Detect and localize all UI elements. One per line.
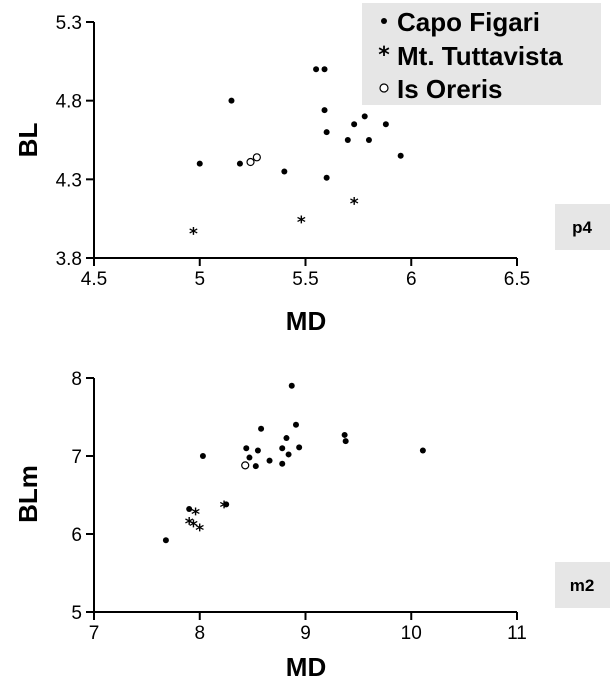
p4-x-tick-label: 6.5 (504, 269, 530, 290)
p4-point-capo-figari (236, 160, 243, 167)
p4-point-capo-figari (344, 137, 351, 143)
m2-point-mt-tuttavista: * (185, 515, 194, 535)
m2-x-tick-label: 7 (89, 623, 100, 644)
panel-p4: 4.5 5 5.5 6 6.5 3.8 4.3 4.8 5.3 MD BL p4 * * * (13, 13, 610, 336)
m2-x-axis-title: MD (286, 652, 326, 679)
p4-x-tick-label: 6 (406, 269, 417, 290)
legend: Capo Figari * Mt. Tuttavista Is Oreris (362, 3, 601, 105)
m2-x-tick-label: 10 (401, 623, 422, 644)
m2-point-capo-figari (279, 445, 286, 452)
p4-point-mt-tuttavista: * (350, 194, 359, 214)
m2-point-capo-figari (246, 454, 253, 461)
m2-y-tick-label: 7 (71, 447, 82, 468)
m2-point-capo-figari (342, 438, 349, 445)
m2-point-capo-figari (296, 444, 303, 451)
p4-point-capo-figari (397, 152, 404, 159)
m2-y-tick-label: 6 (71, 525, 82, 546)
m2-point-capo-figari (419, 447, 426, 454)
p4-y-tick-label: 4.8 (56, 92, 82, 113)
p4-point-capo-figari (351, 121, 358, 128)
m2-point-capo-figari (252, 463, 259, 470)
p4-point-capo-figari (361, 113, 368, 120)
m2-point-capo-figari (279, 460, 286, 467)
p4-point-capo-figari (382, 121, 389, 128)
m2-x-tick-label: 11 (507, 623, 527, 644)
p4-y-axis-title: BL (13, 123, 43, 158)
p4-panel-tag: p4 (572, 218, 592, 237)
m2-point-capo-figari (162, 537, 169, 544)
m2-point-capo-figari (285, 451, 292, 458)
p4-x-axis-title: MD (286, 306, 326, 336)
p4-point-capo-figari (281, 168, 288, 175)
m2-panel-tag: m2 (570, 576, 595, 595)
m2-point-capo-figari (186, 506, 193, 513)
p4-point-is-oreris (252, 153, 261, 162)
p4-point-mt-tuttavista: * (189, 224, 198, 244)
m2-point-mt-tuttavista: * (220, 498, 229, 518)
p4-panel-tag-box (555, 204, 610, 250)
p4-y-tick-label: 5.3 (56, 13, 82, 34)
m2-panel-tag-box (555, 562, 610, 608)
m2-point-capo-figari (341, 431, 348, 438)
m2-point-capo-figari (243, 445, 250, 452)
m2-x-tick-label: 8 (194, 623, 205, 644)
p4-point-capo-figari (321, 66, 328, 73)
m2-y-tick-label: 8 (71, 369, 82, 390)
p4-point-capo-figari (323, 129, 330, 136)
p4-point-mt-tuttavista: * (297, 213, 306, 233)
legend-capo-figari-marker (381, 18, 387, 24)
p4-x-tick-label: 5.5 (292, 269, 318, 290)
m2-point-capo-figari (288, 382, 295, 389)
m2-point-capo-figari (258, 425, 265, 432)
m2-point-mt-tuttavista: * (191, 505, 200, 525)
p4-point-capo-figari (196, 160, 203, 167)
p4-x-tick-label: 5 (194, 269, 205, 290)
m2-point-capo-figari (266, 457, 273, 464)
legend-capo-figari-label: Capo Figari (397, 7, 540, 37)
m2-point-mt-tuttavista: * (195, 521, 204, 541)
m2-point-capo-figari (223, 501, 230, 508)
m2-y-tick-label: 5 (71, 603, 82, 624)
m2-x-tick-label: 9 (300, 623, 311, 644)
p4-x-tick-label: 4.5 (81, 269, 107, 290)
m2-point-is-oreris (241, 461, 250, 470)
m2-point-capo-figari (199, 453, 206, 459)
p4-point-is-oreris (246, 157, 255, 167)
m2-point-capo-figari (283, 435, 290, 442)
p4-point-capo-figari (228, 97, 235, 104)
legend-is-oreris-label: Is Oreris (397, 74, 503, 104)
m2-point-capo-figari (292, 421, 299, 428)
m2-y-axis-title: BLm (13, 465, 43, 523)
p4-point-capo-figari (313, 66, 320, 73)
p4-point-capo-figari (365, 137, 372, 143)
p4-y-tick-label: 4.3 (56, 170, 82, 191)
p4-point-capo-figari (323, 174, 330, 181)
legend-box (362, 3, 601, 105)
legend-is-oreris-marker (379, 83, 389, 93)
legend-mt-tuttavista-marker: * (378, 43, 390, 68)
m2-point-capo-figari (254, 447, 261, 454)
p4-y-tick-label: 3.8 (56, 249, 82, 270)
legend-mt-tuttavista-label: Mt. Tuttavista (397, 41, 563, 71)
m2-point-mt-tuttavista: * (189, 517, 198, 537)
p4-point-capo-figari (321, 107, 328, 114)
